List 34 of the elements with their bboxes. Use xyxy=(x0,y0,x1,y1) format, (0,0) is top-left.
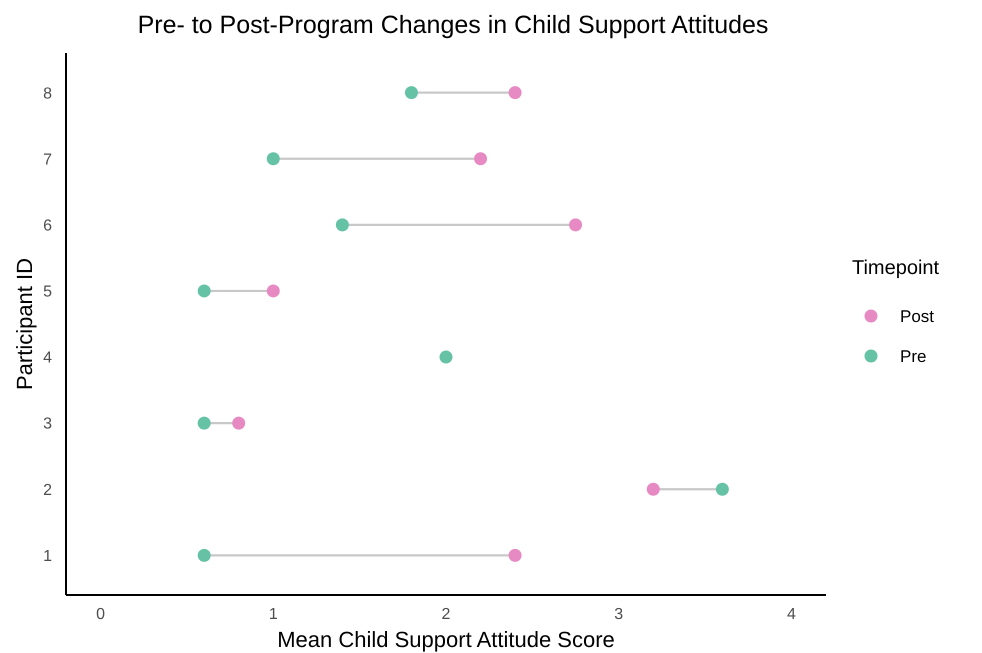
legend-label: Pre xyxy=(900,346,926,366)
legend-label: Post xyxy=(900,306,934,326)
point xyxy=(198,548,211,562)
x-tick-label: 1 xyxy=(268,606,278,623)
y-tick-label: 1 xyxy=(43,548,52,565)
y-tick-label: 5 xyxy=(43,284,52,301)
point xyxy=(198,416,211,430)
x-axis-title: Mean Child Support Attitude Score xyxy=(277,627,615,652)
y-tick-label: 6 xyxy=(43,217,52,234)
point xyxy=(266,152,280,166)
point xyxy=(336,218,349,232)
point xyxy=(569,218,582,232)
point xyxy=(266,284,280,298)
chart-title: Pre- to Post-Program Changes in Child Support Attitudes xyxy=(138,11,768,39)
point xyxy=(646,482,660,496)
y-tick-label: 2 xyxy=(43,482,52,499)
point xyxy=(716,482,729,496)
y-tick-label: 4 xyxy=(43,350,52,367)
point xyxy=(440,350,452,364)
x-tick-label: 3 xyxy=(614,606,624,623)
point xyxy=(508,86,522,100)
y-axis-title: Participant ID xyxy=(12,258,37,390)
point xyxy=(232,416,246,430)
x-tick-label: 2 xyxy=(442,606,451,623)
y-tick-label: 7 xyxy=(43,151,52,168)
point xyxy=(404,86,418,100)
point xyxy=(508,548,522,562)
point xyxy=(474,152,488,166)
point xyxy=(198,284,211,298)
x-tick-label: 4 xyxy=(787,606,796,623)
legend-title: Timepoint xyxy=(852,257,940,279)
y-tick-label: 3 xyxy=(43,416,52,433)
y-tick-label: 8 xyxy=(43,85,52,102)
x-tick-label: 0 xyxy=(96,606,106,623)
